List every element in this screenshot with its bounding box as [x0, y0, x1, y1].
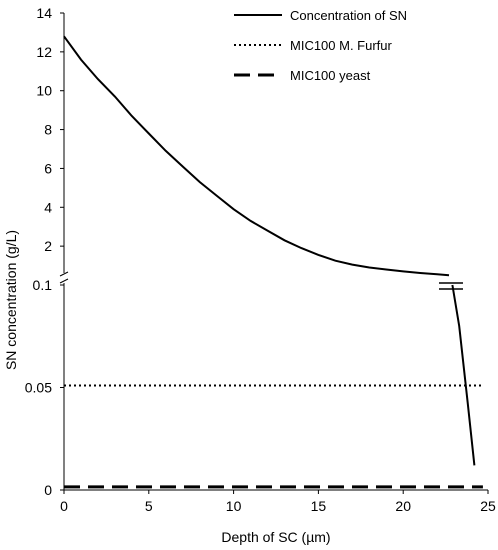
- legend-label: MIC100 yeast: [290, 68, 371, 83]
- y-axis-label: SN concentration (g/L): [3, 230, 19, 370]
- ticks: 0 5 10 15 20 25 2 4 6 8 10 12 14 0 0.05 0.1: [25, 5, 496, 514]
- y-tick-label: 2: [44, 238, 52, 254]
- y-tick-label: 4: [44, 199, 52, 215]
- legend-label: Concentration of SN: [290, 8, 407, 23]
- series-concentration-of-sn-lower-line: [451, 284, 476, 466]
- x-tick-label: 25: [480, 498, 496, 514]
- axis-break-mark-bottom: [59, 278, 69, 284]
- y-tick-label: 0: [44, 482, 52, 498]
- axes: [59, 13, 488, 491]
- x-tick-label: 15: [311, 498, 327, 514]
- x-axis-label: Depth of SC (µm): [221, 529, 330, 545]
- x-tick-label: 10: [226, 498, 242, 514]
- series-layer: [63, 35, 483, 489]
- x-tick-label: 20: [395, 498, 411, 514]
- y-tick-label: 8: [44, 122, 52, 138]
- y-tick-label: 0.1: [33, 277, 53, 293]
- legend-label: MIC100 M. Furfur: [290, 38, 393, 53]
- y-tick-label: 12: [36, 44, 52, 60]
- legend: Concentration of SN MIC100 M. Furfur MIC10…: [234, 8, 407, 83]
- x-tick-label: 0: [60, 498, 68, 514]
- y-tick-label: 14: [36, 5, 52, 21]
- y-tick-label: 0.05: [25, 380, 52, 396]
- y-tick-label: 10: [36, 83, 52, 99]
- series-concentration-of-sn-upper-line: [63, 35, 450, 277]
- x-tick-label: 5: [145, 498, 153, 514]
- y-tick-label: 6: [44, 160, 52, 176]
- axis-break-mark-top: [59, 271, 69, 277]
